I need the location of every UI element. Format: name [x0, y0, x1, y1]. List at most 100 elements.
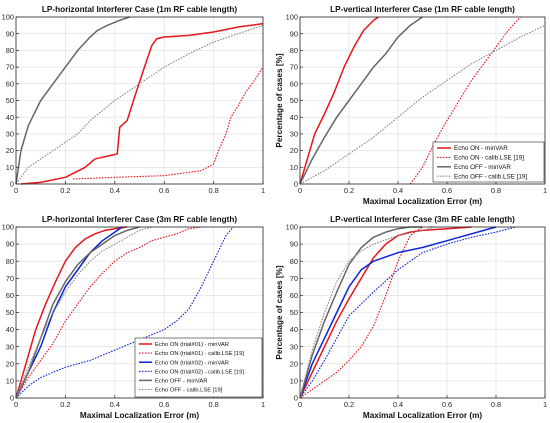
x-tick-label: 0.6 — [442, 400, 452, 409]
series-line-6 — [15, 226, 152, 399]
y-tick-label: 50 — [290, 308, 298, 317]
x-tick-label: 0.4 — [393, 400, 403, 409]
series-line-1 — [15, 226, 128, 399]
chart-panel-3: 0 0.2 0.4 0.6 0.8 10102030405060708090100LP-h… — [2, 215, 265, 420]
x-tick-label: 0.4 — [110, 186, 120, 195]
y-tick-label: 20 — [290, 146, 298, 155]
legend-entry: Echo ON (trial#02) - calib.LSE [19] — [155, 369, 244, 375]
y-tick-label: 40 — [290, 325, 298, 334]
series-line-2 — [15, 226, 202, 399]
x-tick-label: 0.2 — [344, 186, 354, 195]
series-line-4 — [15, 226, 234, 399]
series-line-2 — [299, 226, 423, 399]
series-line-1 — [299, 16, 379, 185]
y-tick-label: 70 — [6, 63, 14, 72]
y-tick-label: 20 — [6, 146, 14, 155]
y-tick-label: 100 — [286, 223, 298, 232]
x-tick-label: 1 — [261, 400, 265, 409]
series-line-5 — [15, 226, 140, 399]
series-line-5 — [299, 226, 423, 399]
y-tick-label: 30 — [6, 342, 14, 351]
x-tick-label: 1 — [543, 186, 547, 195]
y-tick-label: 80 — [6, 257, 14, 266]
y-tick-label: 90 — [6, 240, 14, 249]
y-tick-label: 20 — [6, 359, 14, 368]
y-tick-label: 0 — [294, 180, 298, 189]
y-tick-label: 60 — [6, 79, 14, 88]
y-tick-label: 10 — [6, 163, 14, 172]
y-tick-label: 80 — [290, 46, 298, 55]
y-tick-label: 0 — [294, 394, 298, 403]
y-tick-label: 20 — [290, 359, 298, 368]
x-tick-label: 0.6 — [159, 400, 169, 409]
y-tick-label: 80 — [6, 46, 14, 55]
y-tick-label: 90 — [290, 240, 298, 249]
chart-panel-2: 0 0.2 0.4 0.6 0.8 10102030405060708090100LP-v… — [275, 5, 547, 206]
y-tick-label: 60 — [6, 291, 14, 300]
series-line-3 — [15, 16, 130, 185]
series-line-4 — [299, 24, 546, 185]
y-tick-label: 60 — [290, 79, 298, 88]
chart-title: LP-horizontal Interferer Case (1m RF cab… — [42, 5, 237, 14]
x-tick-label: 0.8 — [491, 400, 501, 409]
y-tick-label: 40 — [6, 325, 14, 334]
series-line-4 — [15, 24, 264, 185]
legend-entry: Echo OFF - minVAR — [454, 164, 511, 171]
legend-box — [134, 337, 263, 398]
x-tick-label: 0 — [14, 186, 18, 195]
x-axis-label: Maximal Localization Error (m) — [363, 197, 482, 206]
x-tick-label: 1 — [543, 400, 547, 409]
legend-entry: Echo ON - calib.LSE [19] — [454, 155, 524, 162]
chart-panel-1: 0 0.2 0.4 0.6 0.8 10102030405060708090100LP-h… — [2, 5, 265, 195]
y-tick-label: 50 — [6, 96, 14, 105]
series-line-4 — [299, 226, 516, 399]
legend-entry: Echo ON (trial#02) - minVAR — [155, 360, 229, 366]
legend-entry: Echo OFF - calib.LSE [19] — [155, 388, 223, 394]
x-tick-label: 0.8 — [208, 186, 218, 195]
y-tick-label: 40 — [6, 113, 14, 122]
y-tick-label: 90 — [290, 29, 298, 38]
y-tick-label: 70 — [290, 274, 298, 283]
y-tick-label: 30 — [6, 130, 14, 139]
series-line-2 — [409, 16, 521, 185]
y-tick-label: 10 — [290, 377, 298, 386]
x-tick-label: 0.4 — [110, 400, 120, 409]
y-tick-label: 90 — [6, 29, 14, 38]
x-tick-label: 0 — [298, 186, 302, 195]
x-tick-label: 0.8 — [491, 186, 501, 195]
x-tick-label: 0.2 — [60, 400, 70, 409]
legend-box — [432, 141, 545, 183]
legend-entry: Echo OFF - calib.LSE [19] — [454, 173, 527, 180]
series-line-1 — [20, 22, 264, 185]
legend: Echo ON (trial#01) - minVAR Echo ON (tria… — [134, 337, 263, 398]
legend-entry: Echo ON (trial#01) - calib.LSE [19] — [155, 351, 244, 357]
x-tick-label: 0.8 — [208, 400, 218, 409]
x-tick-label: 0.4 — [393, 186, 403, 195]
y-axis-label: Percentage of cases [%] — [275, 265, 284, 359]
y-tick-label: 60 — [290, 291, 298, 300]
y-tick-label: 40 — [290, 113, 298, 122]
y-tick-label: 10 — [6, 377, 14, 386]
y-tick-label: 10 — [290, 163, 298, 172]
x-tick-label: 1 — [261, 186, 265, 195]
y-tick-label: 30 — [290, 130, 298, 139]
y-tick-label: 100 — [286, 13, 298, 22]
y-tick-label: 0 — [10, 394, 14, 403]
y-tick-label: 50 — [6, 308, 14, 317]
x-tick-label: 0.6 — [442, 186, 452, 195]
legend: Echo ON - minVAR Echo ON - calib.LSE [19]… — [432, 141, 545, 183]
x-axis-label: Maximal Localization Error (m) — [80, 411, 199, 420]
chart-title: LP-vertical Interferer Case (3m RF cable… — [330, 215, 515, 224]
chart-panel-4: 0 0.2 0.4 0.6 0.8 10102030405060708090100LP-v… — [275, 215, 547, 420]
legend-entry: Echo ON - minVAR — [454, 145, 508, 152]
x-tick-label: 0.6 — [159, 186, 169, 195]
y-tick-label: 50 — [290, 96, 298, 105]
x-tick-label: 0.2 — [60, 186, 70, 195]
chart-title: LP-vertical Interferer Case (1m RF cable… — [330, 5, 515, 14]
x-tick-label: 0 — [298, 400, 302, 409]
legend-entry: Echo ON (trial#01) - minVAR — [155, 342, 229, 348]
y-tick-label: 100 — [2, 223, 14, 232]
series-line-2 — [72, 66, 264, 180]
legend-entry: Echo OFF - minVAR — [155, 379, 207, 385]
